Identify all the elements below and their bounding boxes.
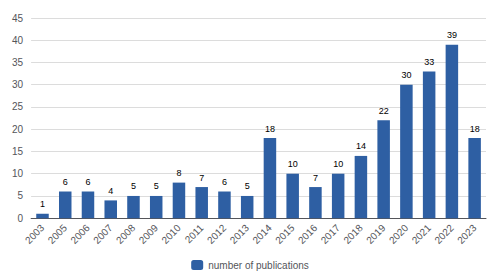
svg-text:2007: 2007 — [91, 222, 115, 246]
svg-text:33: 33 — [424, 57, 434, 67]
svg-text:30: 30 — [401, 70, 411, 80]
svg-text:2006: 2006 — [68, 222, 92, 246]
svg-text:18: 18 — [265, 124, 275, 134]
svg-text:number of publications: number of publications — [208, 260, 309, 271]
svg-text:5: 5 — [154, 181, 159, 191]
svg-text:7: 7 — [313, 173, 318, 183]
svg-text:6: 6 — [222, 177, 227, 187]
svg-text:2003: 2003 — [23, 222, 47, 246]
svg-text:20: 20 — [12, 124, 24, 135]
svg-text:40: 40 — [12, 35, 24, 46]
svg-text:2012: 2012 — [205, 222, 229, 246]
svg-text:2010: 2010 — [159, 222, 183, 246]
svg-text:2005: 2005 — [46, 222, 70, 246]
svg-text:1: 1 — [40, 199, 45, 209]
svg-text:2015: 2015 — [273, 222, 297, 246]
svg-text:5: 5 — [245, 181, 250, 191]
svg-text:22: 22 — [379, 106, 389, 116]
svg-text:30: 30 — [12, 79, 24, 90]
svg-text:25: 25 — [12, 101, 24, 112]
svg-text:10: 10 — [333, 159, 343, 169]
svg-text:2011: 2011 — [183, 222, 206, 245]
svg-text:6: 6 — [63, 177, 68, 187]
svg-text:5: 5 — [18, 190, 24, 201]
svg-text:14: 14 — [356, 141, 366, 151]
svg-text:2013: 2013 — [228, 222, 252, 246]
svg-text:2014: 2014 — [250, 222, 274, 246]
svg-text:2022: 2022 — [432, 222, 456, 246]
svg-text:2021: 2021 — [410, 222, 434, 246]
svg-text:2020: 2020 — [387, 222, 411, 246]
svg-text:2016: 2016 — [296, 222, 320, 246]
svg-text:5: 5 — [131, 181, 136, 191]
svg-text:15: 15 — [12, 146, 24, 157]
svg-text:6: 6 — [85, 177, 90, 187]
svg-text:10: 10 — [288, 159, 298, 169]
svg-text:39: 39 — [447, 30, 457, 40]
svg-text:8: 8 — [176, 168, 181, 178]
svg-text:2023: 2023 — [455, 222, 479, 246]
svg-text:4: 4 — [108, 186, 113, 196]
svg-text:2018: 2018 — [341, 222, 365, 246]
svg-text:0: 0 — [18, 213, 24, 224]
svg-text:10: 10 — [12, 168, 24, 179]
svg-text:35: 35 — [12, 57, 24, 68]
svg-text:18: 18 — [470, 124, 480, 134]
svg-text:2009: 2009 — [137, 222, 161, 246]
svg-text:2017: 2017 — [319, 222, 343, 246]
svg-text:2008: 2008 — [114, 222, 138, 246]
svg-text:45: 45 — [12, 13, 24, 24]
svg-text:2019: 2019 — [364, 222, 388, 246]
svg-text:7: 7 — [199, 173, 204, 183]
